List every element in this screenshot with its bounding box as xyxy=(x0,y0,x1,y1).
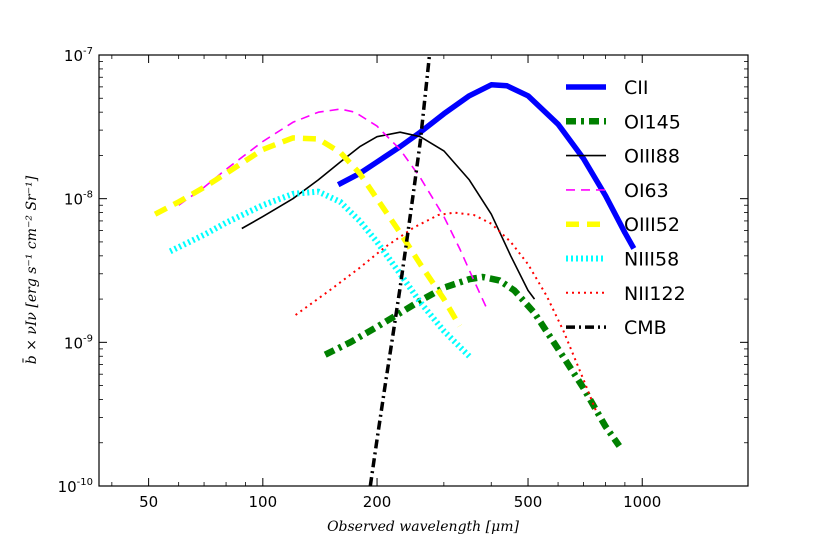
legend-label-oi145: OI145 xyxy=(624,111,681,133)
plot-frame xyxy=(98,54,749,487)
series-line-cmb xyxy=(368,55,432,486)
series-line-cii xyxy=(336,82,637,250)
tick-layer: 50 100 200 500 1000 10-10 10-9 10-8 10-7 xyxy=(58,46,748,511)
x-tick-label: 100 xyxy=(249,493,278,511)
x-tick-label: 200 xyxy=(363,493,392,511)
series-line-oiii52 xyxy=(153,135,462,328)
legend-label-oiii88: OIII88 xyxy=(624,146,680,168)
y-axis-title: b̄ × νIν [erg s⁻¹ cm⁻² Sr⁻¹] xyxy=(22,175,40,364)
y-tick-label: 10-8 xyxy=(64,190,93,209)
legend-label-oiii52: OIII52 xyxy=(624,214,680,236)
legend-label-oi63: OI63 xyxy=(624,180,669,202)
series-line-nii122 xyxy=(295,211,598,414)
legend: CII OI145 OIII88 OI63 OIII52 NIII58 NII122 CMB xyxy=(566,77,686,339)
series-line-niii58 xyxy=(168,188,472,359)
y-tick-label: 10-10 xyxy=(58,477,93,496)
x-tick-label: 500 xyxy=(514,493,543,511)
x-tick-label: 1000 xyxy=(623,493,661,511)
legend-label-niii58: NIII58 xyxy=(624,249,679,271)
legend-label-cii: CII xyxy=(624,77,648,99)
series-line-oi145 xyxy=(323,273,622,448)
x-tick-label: 50 xyxy=(139,493,158,511)
x-axis-title: Observed wavelength [μm] xyxy=(327,519,519,535)
y-tick-label: 10-9 xyxy=(64,333,93,352)
legend-label-cmb: CMB xyxy=(624,317,667,339)
series-layer xyxy=(153,55,637,486)
y-tick-label: 10-7 xyxy=(64,46,93,65)
series-line-oiii88 xyxy=(241,131,536,300)
legend-label-nii122: NII122 xyxy=(624,283,686,305)
series-line-oi63 xyxy=(178,108,488,310)
